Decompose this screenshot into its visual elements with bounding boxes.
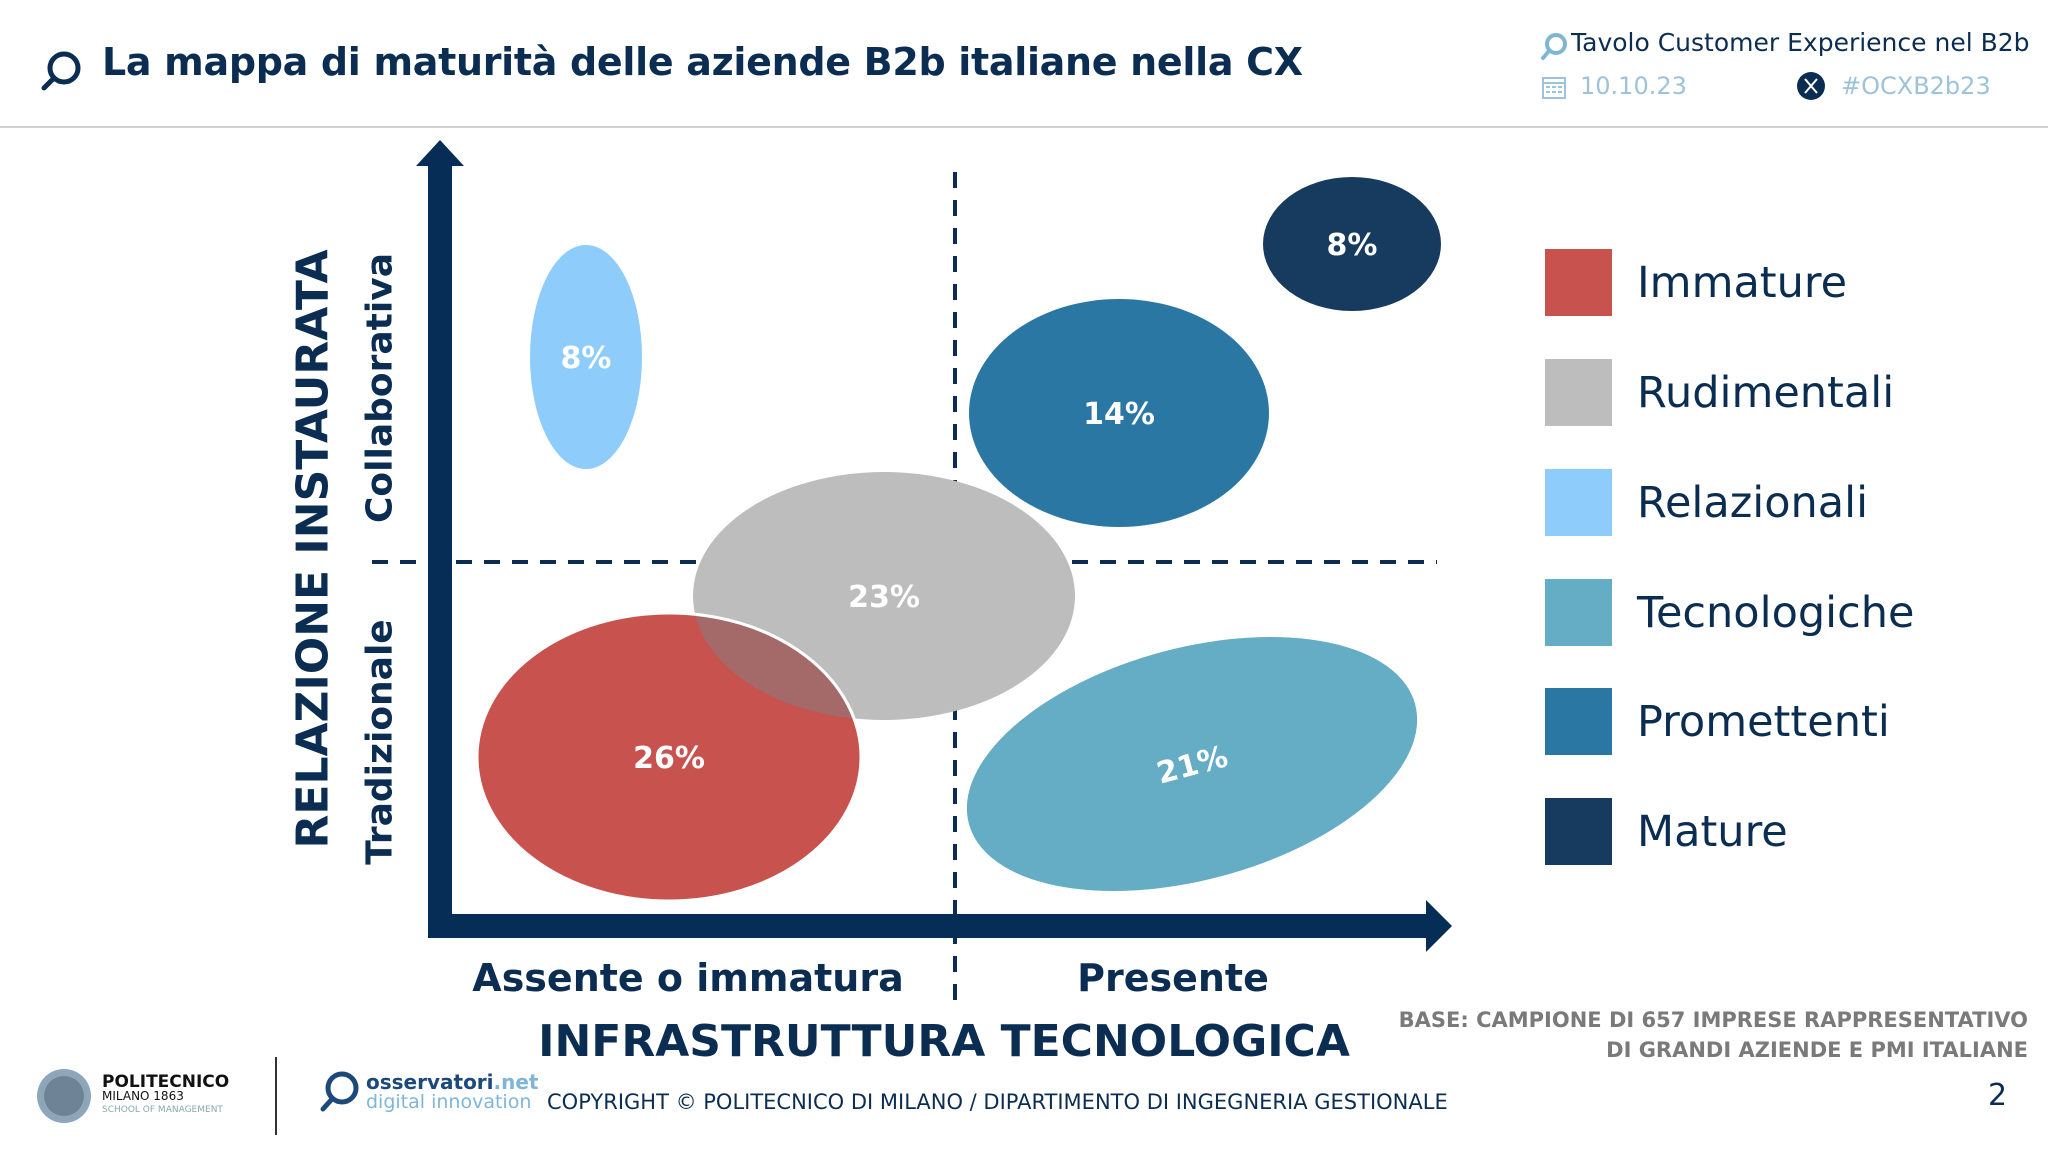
- legend-label: Promettenti: [1637, 696, 1890, 747]
- legend-item-promettenti: Promettenti: [1545, 688, 1890, 755]
- y-axis-arrowhead: [416, 140, 464, 166]
- legend-label: Rudimentali: [1637, 367, 1895, 418]
- copyright: COPYRIGHT © POLITECNICO DI MILANO / DIPA…: [547, 1090, 1448, 1114]
- poli-school: SCHOOL OF MANAGEMENT: [102, 1105, 223, 1115]
- oss-name: osservatori: [366, 1070, 494, 1094]
- x-twitter-icon[interactable]: [1797, 72, 1825, 100]
- data-label-immature: 26%: [633, 741, 705, 776]
- osservatori-logo: osservatori.net digital innovation: [318, 1070, 539, 1114]
- x-category-right: Presente: [1077, 956, 1269, 1000]
- legend-swatch: [1545, 579, 1612, 646]
- event-name: Tavolo Customer Experience nel B2b: [1571, 28, 2030, 57]
- page-number: 2: [1988, 1078, 2008, 1113]
- page-title: La mappa di maturità delle aziende B2b i…: [102, 40, 1303, 84]
- oss-domain: .net: [493, 1070, 539, 1094]
- data-label-rudimentali: 23%: [848, 580, 920, 615]
- bubble-overlap-immature-rudimentali: [693, 611, 863, 720]
- legend-label: Immature: [1637, 257, 1848, 308]
- y-axis: [428, 160, 452, 938]
- x-axis: [452, 914, 1428, 938]
- bubble-mature: [1263, 177, 1441, 311]
- legend-label: Relazionali: [1637, 477, 1869, 528]
- y-axis-title: RELAZIONE INSTAURATA: [287, 249, 339, 849]
- legend-item-mature: Mature: [1545, 798, 1788, 865]
- x-axis-arrowhead: [1426, 900, 1452, 952]
- legend-item-relazionali: Relazionali: [1545, 469, 1868, 536]
- politecnico-logo: POLITECNICO MILANO 1863 SCHOOL OF MANAGE…: [36, 1068, 229, 1124]
- data-label-promettenti: 14%: [1083, 397, 1155, 432]
- politecnico-seal-icon: [37, 1069, 91, 1123]
- x-axis-title: INFRASTRUTTURA TECNOLOGICA: [538, 1016, 1350, 1067]
- bubble-relazionali: [530, 245, 642, 469]
- legend-swatch: [1545, 688, 1612, 755]
- legend-swatch: [1545, 249, 1612, 316]
- legend-label: Mature: [1637, 806, 1788, 857]
- x-category-left: Assente o immatura: [472, 956, 904, 1000]
- sample-note-line1: BASE: CAMPIONE DI 657 IMPRESE RAPPRESENT…: [1398, 1008, 2028, 1032]
- legend-label: Tecnologiche: [1637, 587, 1915, 638]
- sample-note-line2: DI GRANDI AZIENDE E PMI ITALIANE: [1606, 1038, 2028, 1062]
- legend-item-rudimentali: Rudimentali: [1545, 359, 1894, 426]
- legend-item-immature: Immature: [1545, 249, 1847, 316]
- event-date: 10.10.23: [1580, 72, 1687, 100]
- sample-note: BASE: CAMPIONE DI 657 IMPRESE RAPPRESENT…: [1399, 1005, 2028, 1065]
- poli-city: MILANO 1863: [102, 1089, 184, 1103]
- hashtag[interactable]: #OCXB2b23: [1841, 72, 1991, 100]
- header-divider: [0, 126, 2048, 128]
- calendar-icon: [1542, 77, 1566, 99]
- data-label-mature: 8%: [1327, 228, 1378, 263]
- bubble-tecnologiche: [966, 636, 1418, 892]
- legend-swatch: [1545, 359, 1612, 426]
- search-logo-icon: [41, 51, 81, 91]
- event-logo-icon: [1541, 33, 1567, 60]
- legend-swatch: [1545, 469, 1612, 536]
- legend-swatch: [1545, 798, 1612, 865]
- data-label-relazionali: 8%: [561, 341, 612, 376]
- y-category-bottom: Tradizionale: [359, 619, 401, 865]
- footer-divider: [275, 1057, 277, 1135]
- legend-item-tecnologiche: Tecnologiche: [1545, 579, 1914, 646]
- osservatori-logo-icon: [320, 1071, 359, 1112]
- poli-name: POLITECNICO: [102, 1072, 230, 1092]
- bubble-promettenti: [969, 299, 1269, 527]
- y-category-top: Collaborativa: [359, 253, 401, 523]
- oss-tagline: digital innovation: [366, 1091, 532, 1113]
